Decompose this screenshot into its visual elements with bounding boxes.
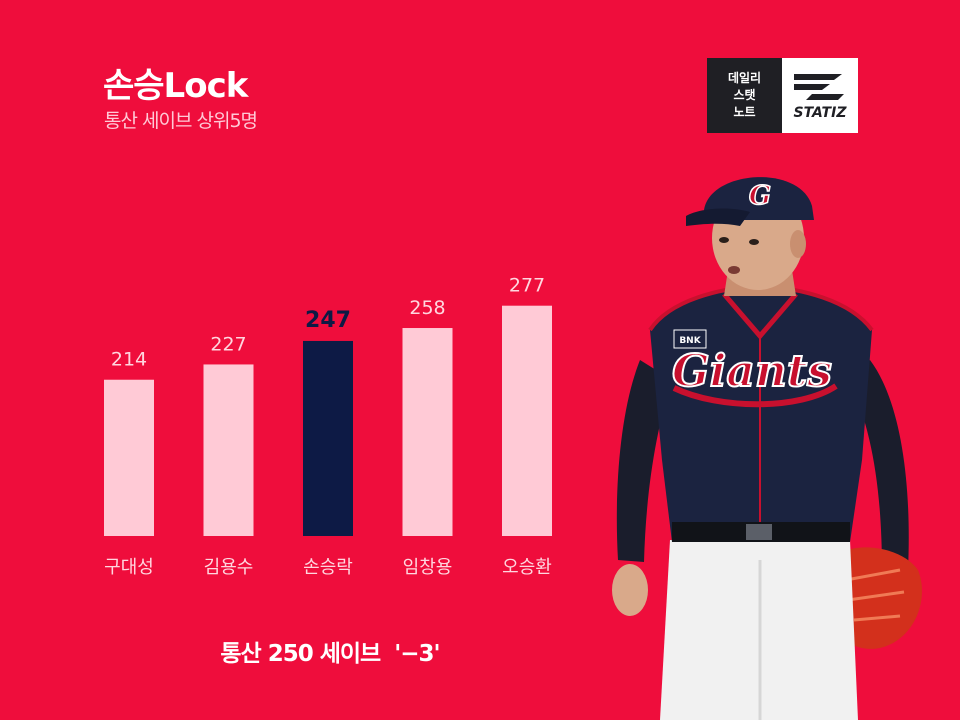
bar-손승락 <box>303 340 353 536</box>
value-label-오승환: 277 <box>509 275 545 297</box>
jersey-wordmark: Giants <box>672 346 832 397</box>
cap-logo: G <box>749 181 771 211</box>
category-label-오승환: 오승환 <box>502 557 552 578</box>
value-label-구대성: 214 <box>111 349 147 371</box>
pitcher-photo: Giants BNK G <box>612 177 922 720</box>
logo-line-1: 데일리 <box>727 71 762 85</box>
chart-subtitle: 통산 세이브 상위5명 <box>104 110 258 132</box>
bar-chart: 214 구대성 227 김용수 247 손승락 258 임창용 277 오승환 <box>104 275 552 578</box>
sponsor-patch: BNK <box>679 336 701 346</box>
bar-구대성 <box>104 379 154 536</box>
value-label-손승락: 247 <box>305 308 351 333</box>
footnote: 통산 250 세이브 '−3' <box>220 641 440 667</box>
bar-오승환 <box>502 305 552 536</box>
category-label-김용수: 김용수 <box>204 557 254 578</box>
category-label-임창용: 임창용 <box>403 557 453 578</box>
category-label-손승락: 손승락 <box>303 557 353 578</box>
bar-김용수 <box>203 364 254 536</box>
value-label-김용수: 227 <box>210 333 246 355</box>
statiz-wordmark: STATIZ <box>793 105 847 121</box>
daily-stat-note-badge: 데일리 스탯 노트 <box>707 58 782 133</box>
logo-line-3: 노트 <box>733 105 756 119</box>
logo-line-2: 스탯 <box>733 88 756 102</box>
category-label-구대성: 구대성 <box>104 557 154 578</box>
statiz-mark: STATIZ <box>782 58 858 133</box>
bar-임창용 <box>402 328 453 536</box>
statiz-stripes-icon <box>794 74 844 100</box>
value-label-임창용: 258 <box>409 297 445 319</box>
statiz-logo: 데일리 스탯 노트 STATIZ <box>707 58 858 133</box>
chart-title: 손승Lock <box>103 66 248 106</box>
